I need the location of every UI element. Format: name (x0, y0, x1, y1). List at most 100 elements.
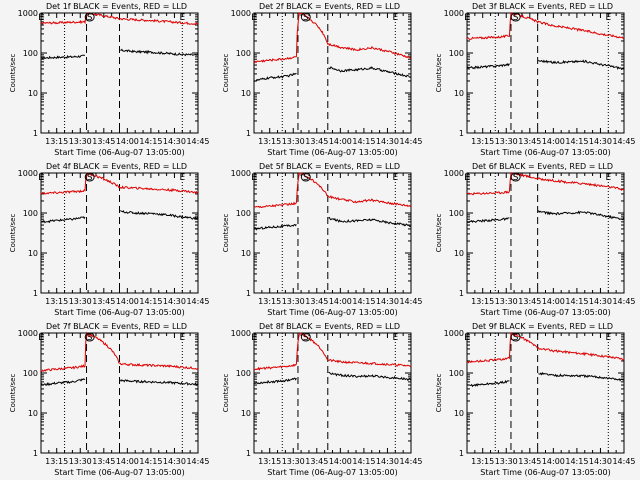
y-tick-label: 1 (33, 449, 38, 458)
x-tick-label: 14:00 (329, 297, 352, 306)
lld-series-line (254, 172, 412, 209)
marker-circle (510, 332, 521, 342)
y-tick-label: 100 (23, 49, 38, 58)
lld-series-line (40, 12, 198, 26)
y-tick-label: 1000 (231, 169, 251, 178)
y-tick-label: 1000 (444, 169, 464, 178)
marker-circle (510, 12, 521, 22)
y-tick-label: 1 (246, 449, 251, 458)
x-axis-label: Start Time (06-Aug-07 13:05:00) (54, 308, 185, 317)
detector-panel-7: Det 7f BLACK = Events, RED = LLD 1 10 100 10… (9, 322, 210, 477)
y-tick-label: 100 (449, 49, 464, 58)
x-tick-label: 13:45 (92, 137, 115, 146)
y-tick-label: 100 (449, 369, 464, 378)
x-tick-label: 14:30 (589, 297, 612, 306)
event-marker-label: E (179, 333, 185, 343)
event-marker-label: E (605, 13, 611, 23)
event-marker-label: E (38, 173, 44, 183)
x-tick-label: 14:45 (399, 137, 422, 146)
event-marker-label: E (464, 333, 470, 343)
marker-circle (300, 332, 311, 342)
event-marker-label: S (513, 173, 519, 183)
detector-panel-3: Det 3f BLACK = Events, RED = LLD 1 10 100 10… (435, 2, 636, 157)
x-tick-label: 14:30 (376, 297, 399, 306)
detector-panel-9: Det 9f BLACK = Events, RED = LLD 1 10 100 10… (435, 322, 636, 477)
x-tick-label: 13:45 (92, 457, 115, 466)
x-tick-label: 13:15 (258, 297, 281, 306)
detector-panel-2: Det 2f BLACK = Events, RED = LLD 1 10 100 10… (222, 2, 423, 157)
panel-title: Det 1f BLACK = Events, RED = LLD (46, 2, 187, 11)
x-tick-label: 14:30 (163, 297, 186, 306)
y-tick-label: 10 (454, 249, 464, 258)
x-tick-label: 14:45 (612, 457, 635, 466)
marker-circle (84, 172, 95, 182)
y-tick-label: 100 (23, 209, 38, 218)
lld-series-line (466, 12, 625, 40)
event-marker-label: S (513, 13, 519, 23)
event-marker-label: S (87, 13, 93, 23)
y-tick-label: 1 (246, 129, 251, 138)
y-tick-label: 10 (28, 89, 38, 98)
x-tick-label: 13:45 (305, 137, 328, 146)
y-axis-label: Counts/sec (435, 54, 443, 93)
y-tick-label: 1 (246, 289, 251, 298)
y-axis-label: Counts/sec (9, 54, 17, 93)
plot-frame (253, 12, 412, 134)
x-tick-label: 13:30 (282, 137, 305, 146)
event-marker-label: S (87, 333, 93, 343)
marker-circle (300, 172, 311, 182)
events-series-line (466, 59, 625, 71)
x-axis-label: Start Time (06-Aug-07 13:05:00) (54, 148, 185, 157)
y-tick-label: 1000 (231, 329, 251, 338)
x-tick-label: 13:15 (258, 457, 281, 466)
x-tick-label: 14:15 (565, 297, 588, 306)
x-tick-label: 14:45 (612, 297, 635, 306)
y-axis-label: Counts/sec (9, 214, 17, 253)
panel-title: Det 6f BLACK = Events, RED = LLD (472, 162, 613, 171)
plot-frame (466, 172, 625, 294)
x-tick-label: 14:00 (116, 457, 139, 466)
x-tick-label: 14:30 (589, 457, 612, 466)
x-axis-label: Start Time (06-Aug-07 13:05:00) (480, 148, 611, 157)
marker-circle (510, 172, 521, 182)
lld-series-line (466, 172, 625, 196)
x-tick-label: 14:45 (186, 457, 209, 466)
event-marker-label: E (251, 13, 257, 23)
x-tick-label: 14:15 (139, 457, 162, 466)
detector-panel-4: Det 4f BLACK = Events, RED = LLD 1 10 100 10… (9, 162, 210, 317)
x-axis-label: Start Time (06-Aug-07 13:05:00) (267, 308, 398, 317)
event-marker-label: E (464, 173, 470, 183)
x-tick-label: 14:30 (376, 457, 399, 466)
events-series-line (253, 216, 412, 231)
x-tick-label: 13:30 (282, 297, 305, 306)
x-tick-label: 14:15 (352, 137, 375, 146)
event-marker-label: E (392, 173, 398, 183)
y-tick-label: 100 (236, 209, 251, 218)
events-series-line (40, 378, 199, 387)
event-marker-label: S (303, 333, 309, 343)
x-tick-label: 13:15 (258, 137, 281, 146)
y-tick-label: 1 (459, 289, 464, 298)
x-tick-label: 14:30 (163, 137, 186, 146)
y-tick-label: 1000 (18, 9, 38, 18)
y-axis-label: Counts/sec (222, 214, 230, 253)
events-series-line (253, 66, 412, 83)
x-axis-label: Start Time (06-Aug-07 13:05:00) (267, 148, 398, 157)
events-series-line (466, 371, 625, 388)
marker-circle (300, 12, 311, 22)
event-marker-label: E (179, 13, 185, 23)
x-axis-label: Start Time (06-Aug-07 13:05:00) (54, 468, 185, 477)
x-tick-label: 13:45 (305, 297, 328, 306)
x-axis-label: Start Time (06-Aug-07 13:05:00) (480, 308, 611, 317)
event-marker-label: S (303, 13, 309, 23)
y-tick-label: 10 (28, 409, 38, 418)
event-marker-label: E (464, 13, 470, 23)
y-axis-label: Counts/sec (435, 374, 443, 413)
x-tick-label: 14:15 (565, 137, 588, 146)
event-marker-label: S (87, 173, 93, 183)
events-series-line (253, 371, 412, 385)
x-tick-label: 14:00 (116, 297, 139, 306)
y-tick-label: 1000 (231, 9, 251, 18)
events-series-line (40, 48, 199, 60)
